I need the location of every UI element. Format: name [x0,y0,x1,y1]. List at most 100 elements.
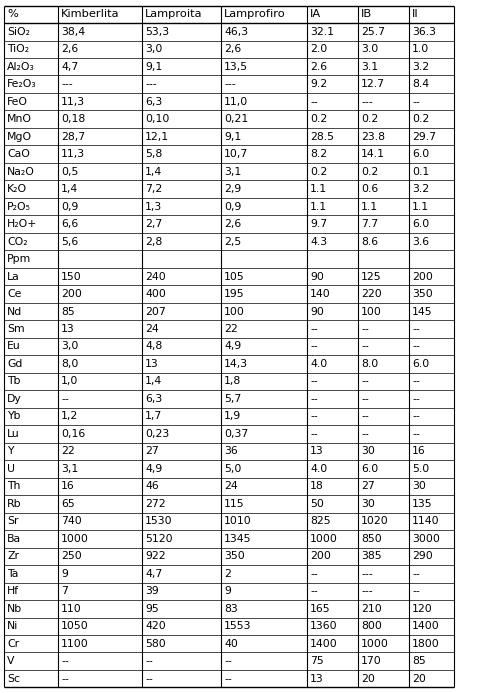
Text: 3.1: 3.1 [361,62,378,72]
Text: 0,37: 0,37 [224,429,248,439]
Text: 0,9: 0,9 [224,202,242,211]
Text: 7.7: 7.7 [361,219,378,229]
Text: 0,9: 0,9 [61,202,78,211]
Text: 8.4: 8.4 [412,79,429,89]
Text: 8.2: 8.2 [310,149,327,159]
Text: 1010: 1010 [224,516,252,527]
Text: 5,0: 5,0 [224,464,242,474]
Text: 16: 16 [61,482,75,491]
Text: 7,2: 7,2 [145,184,162,194]
Text: 3,1: 3,1 [61,464,78,474]
Text: 28,7: 28,7 [61,132,85,141]
Text: 13: 13 [145,359,159,369]
Text: 46,3: 46,3 [224,27,248,37]
Text: 0,16: 0,16 [61,429,85,439]
Text: Nd: Nd [7,306,22,317]
Text: 825: 825 [310,516,330,527]
Text: 580: 580 [145,639,166,649]
Text: Na₂O: Na₂O [7,166,35,177]
Text: 4,8: 4,8 [145,342,162,351]
Text: 110: 110 [61,604,82,614]
Text: 11,3: 11,3 [61,97,85,107]
Text: --: -- [361,429,369,439]
Text: --: -- [310,569,318,579]
Text: 5,7: 5,7 [224,394,242,404]
Text: 22: 22 [61,446,75,457]
Text: 36.3: 36.3 [412,27,436,37]
Text: 1,4: 1,4 [145,376,162,387]
Text: 6.0: 6.0 [412,359,430,369]
Text: --: -- [412,376,420,387]
Text: --: -- [361,342,369,351]
Text: 8.6: 8.6 [361,236,378,247]
Text: 2,6: 2,6 [224,44,242,54]
Text: 3.0: 3.0 [361,44,378,54]
Text: 5120: 5120 [145,534,172,544]
Text: 0,18: 0,18 [61,114,85,124]
Text: 8.0: 8.0 [361,359,378,369]
Text: 13: 13 [310,446,324,457]
Text: 1400: 1400 [412,621,440,631]
Text: 18: 18 [310,482,324,491]
Text: Y: Y [7,446,14,457]
Text: 1530: 1530 [145,516,172,527]
Text: IA: IA [310,9,321,19]
Text: 6.0: 6.0 [412,219,430,229]
Text: 9,1: 9,1 [224,132,242,141]
Text: 165: 165 [310,604,330,614]
Text: 0.2: 0.2 [361,114,378,124]
Text: Dy: Dy [7,394,22,404]
Text: 46: 46 [145,482,159,491]
Text: 120: 120 [412,604,433,614]
Text: 105: 105 [224,272,245,281]
Text: 1020: 1020 [361,516,389,527]
Text: 27: 27 [145,446,159,457]
Text: 13,5: 13,5 [224,62,248,72]
Text: --: -- [224,656,232,666]
Text: Lamproita: Lamproita [145,9,203,19]
Text: 7: 7 [61,586,68,596]
Text: 1800: 1800 [412,639,440,649]
Text: 85: 85 [61,306,75,317]
Text: Ppm: Ppm [7,254,31,264]
Text: ---: --- [361,97,372,107]
Text: 23.8: 23.8 [361,132,385,141]
Text: 11,3: 11,3 [61,149,85,159]
Text: K₂O: K₂O [7,184,27,194]
Text: 210: 210 [361,604,382,614]
Text: 1360: 1360 [310,621,338,631]
Text: 4,7: 4,7 [145,569,162,579]
Text: 3000: 3000 [412,534,440,544]
Text: 30: 30 [412,482,426,491]
Text: 272: 272 [145,499,166,509]
Text: 14.1: 14.1 [361,149,385,159]
Text: 6.0: 6.0 [412,149,430,159]
Text: 2,9: 2,9 [224,184,242,194]
Text: 385: 385 [361,552,382,561]
Text: Eu: Eu [7,342,21,351]
Text: 13: 13 [310,674,324,684]
Text: 9,1: 9,1 [145,62,162,72]
Text: 0.2: 0.2 [310,166,328,177]
Text: 50: 50 [310,499,324,509]
Text: 36: 36 [224,446,238,457]
Text: 20: 20 [361,674,375,684]
Text: SiO₂: SiO₂ [7,27,30,37]
Text: 0.2: 0.2 [361,166,378,177]
Text: Gd: Gd [7,359,22,369]
Text: --: -- [61,656,69,666]
Text: 9.7: 9.7 [310,219,327,229]
Text: 0,21: 0,21 [224,114,248,124]
Text: 290: 290 [412,552,433,561]
Text: 2,7: 2,7 [145,219,162,229]
Text: La: La [7,272,20,281]
Text: Tb: Tb [7,376,20,387]
Text: --: -- [412,569,420,579]
Text: 420: 420 [145,621,166,631]
Text: TiO₂: TiO₂ [7,44,29,54]
Text: 25.7: 25.7 [361,27,385,37]
Text: U: U [7,464,15,474]
Text: ---: --- [361,569,372,579]
Text: --: -- [224,674,232,684]
Text: --: -- [361,412,369,421]
